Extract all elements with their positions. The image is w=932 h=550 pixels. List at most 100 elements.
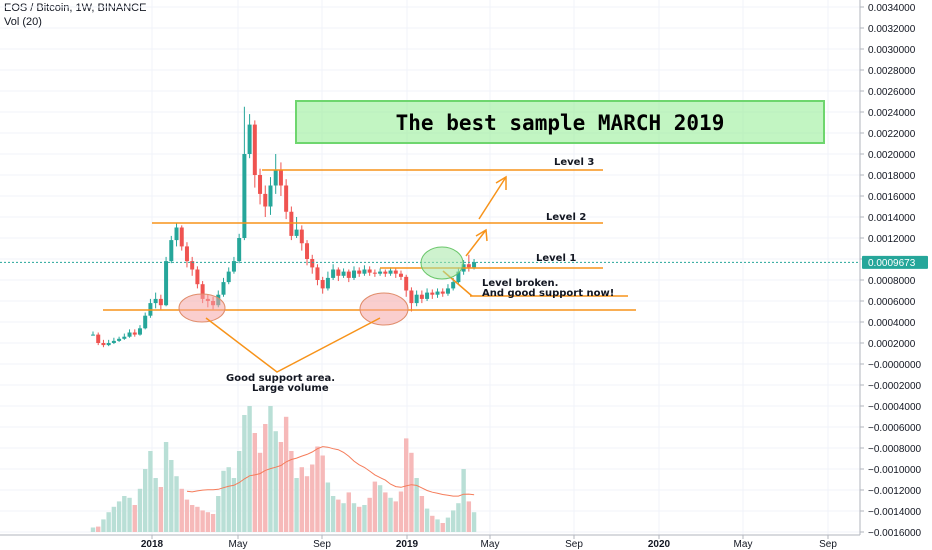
price-tick-label: −0.0006000 [868,423,922,434]
time-axis[interactable]: 2018 May Sep 2019 May Sep 2020 May Sep [141,535,837,550]
price-tick-label: 0.0032000 [868,24,916,35]
price-candle [404,274,409,297]
price-candle [258,168,263,205]
time-tick-label: Sep [313,539,331,550]
volume-bar [263,424,268,532]
volume-indicator-legend[interactable]: Vol (20) [4,16,42,28]
price-candle [158,294,163,310]
support-note-line-2: Large volume [252,383,329,394]
price-candle [346,269,351,283]
price-candle [111,337,116,345]
volume-bar [435,519,440,532]
volume-bar [106,512,111,532]
price-tick-label: 0.0014000 [868,213,916,224]
volume-bar [377,485,383,532]
price-tick-label: 0.0028000 [868,66,916,77]
chart-grid [0,0,860,535]
volume-bar [247,406,252,532]
volume-bar [461,469,466,532]
volume-bar [341,503,346,532]
volume-bar [357,506,362,532]
arrow-to-level-3 [478,176,507,220]
price-tick-label: −0.0002000 [868,381,922,392]
chart-symbol-legend[interactable]: EOS / Bitcoin, 1W, BINANCE [4,2,147,14]
price-candle [137,325,142,336]
volume-bar [362,505,367,532]
price-candle [263,185,268,217]
price-candle [320,276,325,294]
volume-moving-average-line [186,446,475,497]
price-tick-label: 0.0018000 [868,171,916,182]
volume-bar [210,514,216,532]
price-tick-label: −0.0004000 [868,402,922,413]
volume-bar [466,501,472,532]
support-ellipse-right [359,292,409,326]
price-candle [315,264,320,286]
price-candle [169,235,174,264]
volume-bar [137,488,143,532]
price-candle [425,288,430,301]
volume-bar [189,505,195,532]
volume-bar [90,527,96,532]
price-candle [179,225,184,251]
price-tick-label: 0.0030000 [868,45,916,56]
price-candle [252,120,257,188]
title-box-text: The best sample MARCH 2019 [396,111,725,135]
price-candle [325,271,330,291]
price-axis[interactable]: 0.0034000 0.0032000 0.0030000 0.0028000 0.00… [860,3,922,539]
price-candle [164,256,169,307]
volume-bar [445,517,451,532]
price-candle [122,333,127,340]
volume-bar [404,438,409,532]
price-tick-label: −0.0012000 [868,486,922,497]
price-tick-label: 0.0022000 [868,129,916,140]
price-candle [398,270,403,280]
price-candle [91,331,95,336]
volume-bar [221,470,226,532]
price-candle [372,269,377,277]
volume-bar [184,499,190,532]
volume-bar [414,478,419,532]
price-candle [231,256,236,274]
price-candle [190,256,195,276]
breakout-note-line-2: And good support now! [482,288,614,299]
price-candle [336,267,341,282]
volume-bar [116,501,122,532]
price-candle [174,223,179,247]
level-3-label: Level 3 [554,157,594,168]
volume-bar [424,508,430,532]
volume-bar [226,467,231,532]
volume-bar [122,496,127,532]
volume-bar [216,496,221,532]
price-candle [117,336,122,342]
price-candle [237,233,242,264]
price-candle [440,288,445,297]
volume-bar [471,512,477,532]
price-candle [341,268,346,278]
volume-bar [430,515,435,532]
price-candle [299,225,304,251]
volume-bar [388,497,393,532]
volume-bar [132,505,137,532]
volume-bar [179,488,184,532]
support-ellipse-left [178,293,226,323]
breakout-ellipse [420,246,464,280]
arrow-to-level-2 [465,229,487,257]
price-candle [367,266,372,276]
price-candle [430,289,435,299]
level-2-label: Level 2 [546,212,586,223]
price-tick-label: −0.0016000 [868,528,922,539]
volume-bar [304,476,310,532]
price-candle [195,266,200,289]
price-tick-label: 0.0004000 [868,318,916,329]
volume-bar [252,433,258,532]
volume-bar [440,523,445,532]
arrow-head-level-3 [495,175,507,190]
volume-bar [283,416,289,532]
volume-bar [456,503,461,532]
price-candle [294,217,299,238]
title-box: The best sample MARCH 2019 [295,100,825,144]
volume-bar [273,431,278,532]
breakout-note-line-1: Level broken. [482,278,558,289]
